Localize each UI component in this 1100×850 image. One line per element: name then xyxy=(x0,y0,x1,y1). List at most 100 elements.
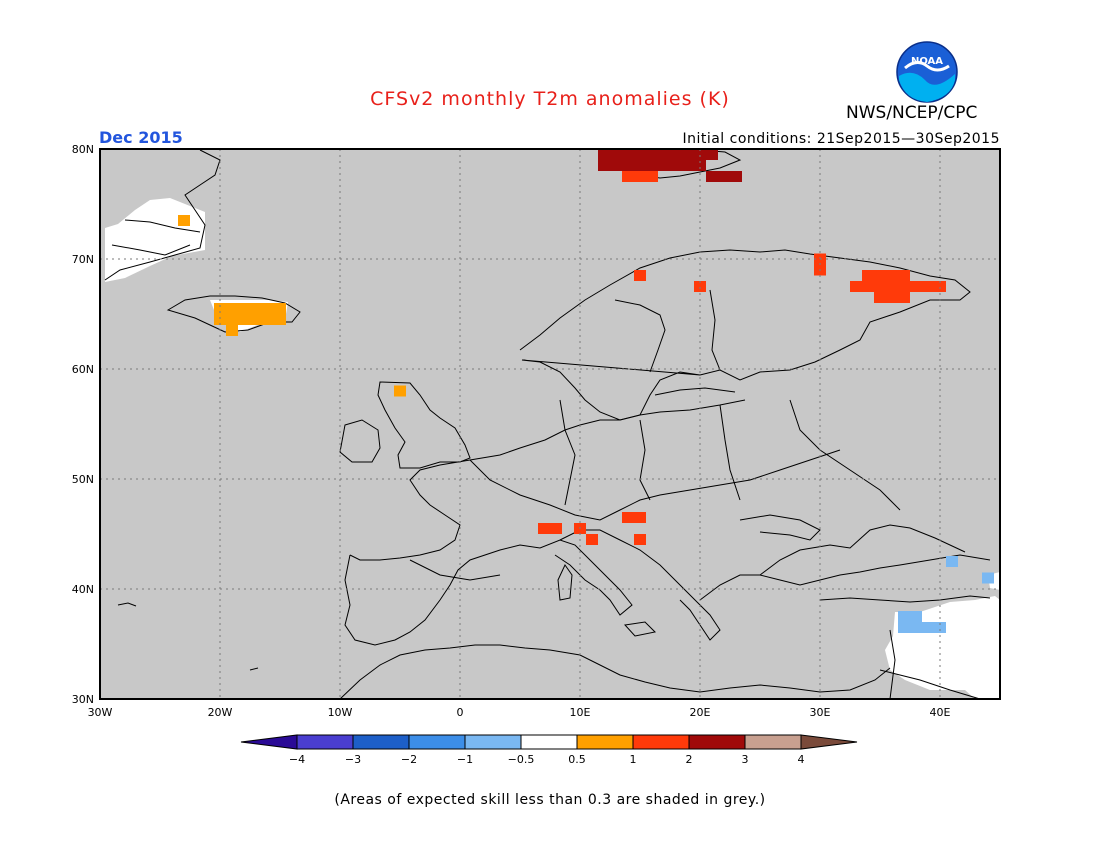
colorbar-label-p4: 4 xyxy=(798,753,805,766)
anomaly-cell xyxy=(634,149,646,160)
anomaly-cell xyxy=(262,303,274,314)
colorbar-swatch xyxy=(632,734,690,750)
anomaly-cell xyxy=(934,622,946,633)
lon-label-0: 0 xyxy=(457,706,464,719)
colorbar-swatch xyxy=(408,734,466,750)
colorbar-swatch xyxy=(464,734,522,750)
anomaly-cell xyxy=(706,149,718,160)
anomaly-cell xyxy=(262,314,274,325)
anomaly-cell xyxy=(646,160,658,171)
anomaly-cell xyxy=(178,215,190,226)
anomaly-cell xyxy=(250,314,262,325)
anomaly-cell xyxy=(610,149,622,160)
anomaly-cell xyxy=(682,160,694,171)
lat-label-80n: 80N xyxy=(72,143,94,156)
lat-label-60n: 60N xyxy=(72,363,94,376)
anomaly-cell xyxy=(898,270,910,281)
colorbar-swatch xyxy=(576,734,634,750)
colorbar-swatch xyxy=(520,734,578,750)
lon-labels: 30W 20W 10W 0 10E 20E 30E 40E xyxy=(88,706,951,719)
valid-month: Dec 2015 xyxy=(99,128,183,147)
colorbar-labels: −4 −3 −2 −1 −0.5 0.5 1 2 3 4 xyxy=(289,753,805,766)
gridlines xyxy=(100,149,1000,699)
colorbar-label-m05: −0.5 xyxy=(508,753,535,766)
anomaly-cell xyxy=(670,160,682,171)
anomaly-cell xyxy=(646,171,658,182)
anomaly-cell xyxy=(394,385,406,397)
colorbar-label-m3: −3 xyxy=(345,753,361,766)
anomaly-cell xyxy=(934,281,946,292)
anomaly-cell xyxy=(874,281,886,292)
anomaly-cell xyxy=(214,303,226,314)
lat-label-30n: 30N xyxy=(72,693,94,706)
anomaly-cell xyxy=(910,281,922,292)
anomaly-cell xyxy=(634,160,646,171)
anomaly-cell xyxy=(886,281,898,292)
anomaly-cell xyxy=(982,572,994,584)
anomaly-cell xyxy=(874,292,886,303)
anomaly-cell xyxy=(634,534,646,545)
anomaly-cell xyxy=(622,160,634,171)
anomaly-cell xyxy=(226,325,238,336)
anomaly-cell xyxy=(622,512,634,523)
skill-footnote: (Areas of expected skill less than 0.3 a… xyxy=(334,792,766,808)
noaa-logo-text: NOAA xyxy=(911,56,943,67)
anomaly-cell xyxy=(226,314,238,325)
anomaly-cell xyxy=(850,281,862,292)
anomaly-cell xyxy=(898,622,910,633)
anomaly-cell xyxy=(862,281,874,292)
anomaly-cell xyxy=(646,149,658,160)
lon-label-40e: 40E xyxy=(930,706,951,719)
lat-label-40n: 40N xyxy=(72,583,94,596)
map-background xyxy=(100,149,1000,699)
agency-label: NWS/NCEP/CPC xyxy=(846,103,978,123)
anomaly-cell xyxy=(694,160,706,171)
anomaly-cell xyxy=(694,149,706,160)
anomaly-cell xyxy=(718,171,730,182)
colorbar xyxy=(240,734,858,750)
colorbar-min-arrow xyxy=(240,734,298,750)
anomaly-cell xyxy=(214,314,226,325)
anomaly-cell xyxy=(538,523,550,534)
map-frame xyxy=(99,148,1001,700)
anomaly-cell xyxy=(274,303,286,314)
anomaly-cell xyxy=(886,270,898,281)
colorbar-label-p05: 0.5 xyxy=(568,753,586,766)
lon-label-10w: 10W xyxy=(328,706,353,719)
anomaly-cell xyxy=(250,303,262,314)
colorbar-swatch xyxy=(744,734,802,750)
lon-label-30w: 30W xyxy=(88,706,113,719)
anomaly-cell xyxy=(874,270,886,281)
colorbar-label-p3: 3 xyxy=(742,753,749,766)
anomaly-cell xyxy=(622,149,634,160)
anomaly-cell xyxy=(886,292,898,303)
anomaly-cell xyxy=(898,281,910,292)
colorbar-swatch xyxy=(296,734,354,750)
colorbar-max-arrow xyxy=(800,734,858,750)
lat-labels: 80N 70N 60N 50N 40N 30N xyxy=(72,143,94,706)
anomaly-cell xyxy=(898,292,910,303)
anomaly-cell xyxy=(910,622,922,633)
lon-label-30e: 30E xyxy=(810,706,831,719)
anomaly-cell xyxy=(598,149,610,160)
lon-label-10e: 10E xyxy=(570,706,591,719)
anomaly-cell xyxy=(682,149,694,160)
anomaly-cell xyxy=(238,303,250,314)
colorbar-label-m1: −1 xyxy=(457,753,473,766)
anomaly-cell xyxy=(910,611,922,622)
anomaly-cell xyxy=(670,149,682,160)
lat-label-50n: 50N xyxy=(72,473,94,486)
anomaly-cell xyxy=(238,314,250,325)
colorbar-label-m4: −4 xyxy=(289,753,305,766)
lat-label-70n: 70N xyxy=(72,253,94,266)
anomaly-cell xyxy=(658,149,670,160)
anomaly-cell xyxy=(694,281,706,292)
anomaly-cell xyxy=(658,160,670,171)
colorbar-label-p2: 2 xyxy=(686,753,693,766)
anomaly-cell xyxy=(610,160,622,171)
anomaly-cell xyxy=(730,171,742,182)
anomaly-cell xyxy=(622,171,634,182)
anomaly-cell xyxy=(634,512,646,523)
anomaly-cell xyxy=(634,171,646,182)
